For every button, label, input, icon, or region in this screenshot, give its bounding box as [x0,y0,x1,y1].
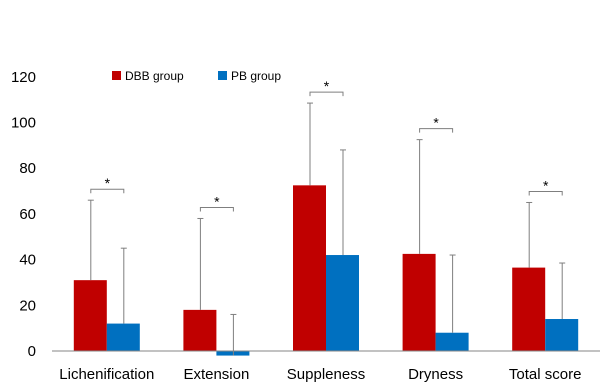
significance-star: * [543,177,549,193]
significance-bracket [309,91,344,97]
significance-bracket [419,128,454,133]
y-axis: 0 20 40 60 80 100 120 [11,69,36,360]
y-tick-label: 20 [19,297,36,314]
significance-star: * [105,175,111,191]
significance-bracket [90,188,125,194]
bar-pb [106,323,140,351]
legend-label-pb: PB group [231,69,281,83]
bar-pb [545,319,579,351]
x-axis: Lichenification Extension Suppleness Drynes… [52,350,600,383]
bars [73,185,579,356]
bar-dbb [73,280,107,351]
x-category-label: Lichenification [59,366,154,383]
bar-dbb [293,185,326,351]
significance-star: * [324,78,330,94]
y-tick-label: 40 [19,252,36,269]
bar-pb [435,332,469,351]
significance-star: * [433,115,439,131]
significance-brackets: * * * * * [90,78,563,212]
bar-pb [326,255,359,351]
y-tick-label: 60 [19,206,36,223]
y-tick-label: 120 [11,69,36,86]
legend-label-dbb: DBB group [125,69,184,83]
x-category-label: Dryness [408,366,463,383]
bar-dbb [402,253,436,351]
significance-bracket [199,206,234,212]
y-tick-label: 0 [28,343,36,360]
legend-swatch-dbb [112,71,121,80]
legend-swatch-pb [218,71,227,80]
error-bars [87,102,566,356]
significance-star: * [214,193,220,209]
significance-bracket [528,190,563,196]
y-tick-label: 80 [19,160,36,177]
y-tick-label: 100 [11,115,36,132]
legend: DBB group PB group [112,69,281,83]
bar-dbb [512,267,546,351]
x-category-label: Total score [509,366,582,383]
x-category-label: Extension [183,366,249,383]
x-category-label: Suppleness [287,366,365,383]
bar-dbb [183,309,217,351]
